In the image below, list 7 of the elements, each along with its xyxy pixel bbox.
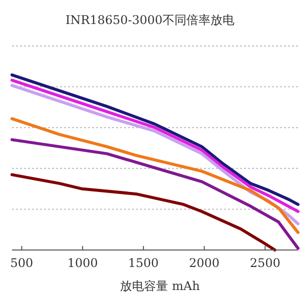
xtick: 1500 bbox=[128, 256, 159, 270]
xtick: 2500 bbox=[250, 256, 280, 270]
title: INR18650-3000不同倍率放电 bbox=[65, 13, 235, 27]
xtick: 2000 bbox=[189, 256, 220, 270]
xtick: 1000 bbox=[67, 256, 98, 270]
xlabel: 放电容量 mAh bbox=[120, 279, 200, 293]
xtick: 500 bbox=[10, 256, 34, 270]
